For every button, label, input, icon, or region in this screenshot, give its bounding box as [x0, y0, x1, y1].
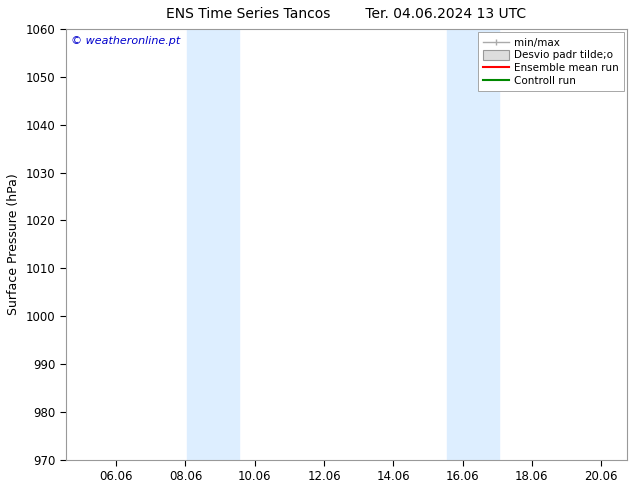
- Text: © weatheronline.pt: © weatheronline.pt: [71, 35, 181, 46]
- Legend: min/max, Desvio padr tilde;o, Ensemble mean run, Controll run: min/max, Desvio padr tilde;o, Ensemble m…: [477, 32, 624, 91]
- Bar: [446, 29, 498, 460]
- Bar: [187, 29, 239, 460]
- Y-axis label: Surface Pressure (hPa): Surface Pressure (hPa): [7, 173, 20, 315]
- Title: ENS Time Series Tancos        Ter. 04.06.2024 13 UTC: ENS Time Series Tancos Ter. 04.06.2024 1…: [166, 7, 526, 21]
